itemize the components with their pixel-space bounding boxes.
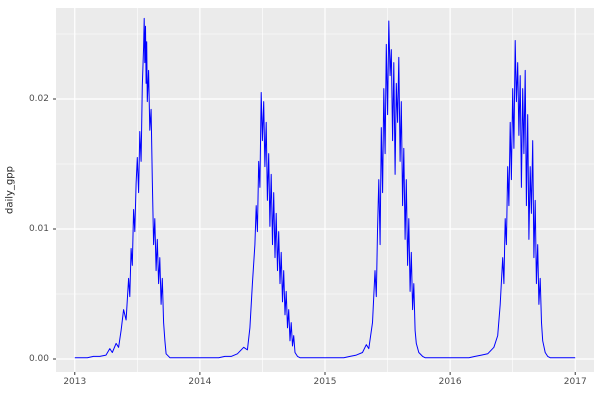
x-tick-label: 2016	[438, 377, 462, 387]
daily-gpp-line	[74, 17, 576, 359]
y-tick-label: 0.00	[28, 354, 49, 364]
x-tick-label: 2017	[563, 377, 587, 387]
y-axis-title: daily_gpp	[4, 166, 16, 214]
x-tick-label: 2013	[63, 377, 87, 387]
y-tick-label: 0.02	[28, 94, 49, 104]
y-tick-label: 0.01	[28, 224, 49, 234]
x-tick-label: 2014	[188, 377, 212, 387]
x-tick-label: 2015	[313, 377, 337, 387]
